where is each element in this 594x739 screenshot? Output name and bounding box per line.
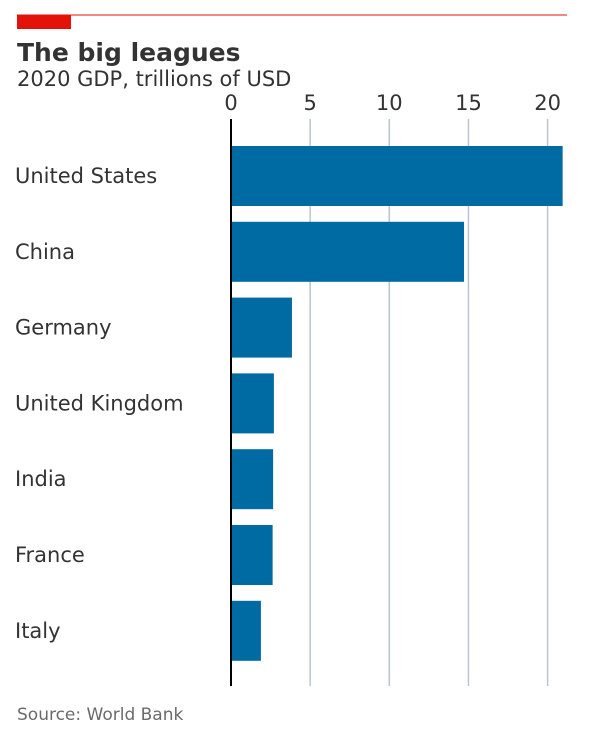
x-tick-label: 5	[303, 91, 316, 115]
bar	[231, 525, 273, 585]
bar	[231, 146, 563, 206]
accent-tag	[17, 15, 71, 29]
category-label: India	[15, 467, 67, 491]
chart-header: The big leagues 2020 GDP, trillions of U…	[17, 14, 567, 91]
category-labels: United States China Germany United Kingdom I…	[15, 164, 184, 643]
chart-title: The big leagues	[17, 38, 241, 67]
gridlines	[309, 119, 549, 686]
bar	[231, 449, 274, 510]
source-note: Source: World Bank	[17, 705, 183, 725]
category-label: France	[15, 543, 85, 567]
x-tick-label: 15	[455, 91, 482, 115]
chart-subtitle: 2020 GDP, trillions of USD	[17, 67, 291, 91]
category-label: United States	[15, 164, 157, 188]
x-tick-label: 0	[224, 91, 237, 115]
category-label: United Kingdom	[15, 391, 184, 415]
x-axis-tick-labels: 0 5 10 15 20	[224, 91, 561, 115]
category-label: China	[15, 240, 75, 264]
bar	[231, 297, 292, 358]
category-label: Germany	[15, 316, 112, 340]
bars	[231, 146, 563, 661]
category-label: Italy	[15, 619, 61, 643]
bar	[231, 221, 465, 282]
bar	[231, 600, 261, 661]
x-tick-label: 10	[376, 91, 403, 115]
bar	[231, 373, 274, 434]
x-tick-label: 20	[534, 91, 561, 115]
